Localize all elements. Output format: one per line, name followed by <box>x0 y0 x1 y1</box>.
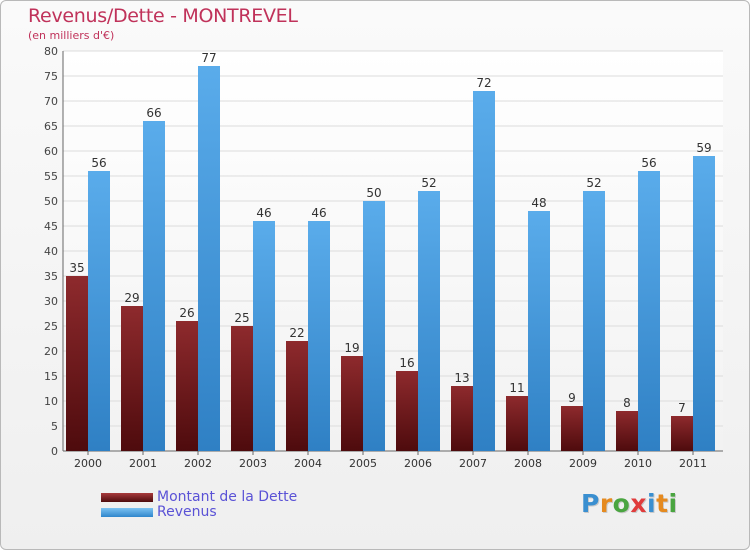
y-tick-label: 75 <box>44 70 58 83</box>
bar-revenue <box>363 201 385 451</box>
chart-subtitle: (en milliers d'€) <box>28 29 115 42</box>
data-label-revenue: 59 <box>696 141 711 155</box>
bar-revenue <box>308 221 330 451</box>
bar-debt <box>231 326 253 451</box>
data-label-revenue: 52 <box>421 176 436 190</box>
y-tick-label: 35 <box>44 270 58 283</box>
data-label-revenue: 50 <box>366 186 381 200</box>
bar-revenue <box>198 66 220 451</box>
legend-swatch-debt <box>101 493 153 502</box>
bar-debt <box>451 386 473 451</box>
y-tick-label: 50 <box>44 195 58 208</box>
data-label-debt: 29 <box>124 291 139 305</box>
bar-debt <box>121 306 143 451</box>
data-label-revenue: 56 <box>91 156 106 170</box>
bar-revenue <box>88 171 110 451</box>
data-label-revenue: 46 <box>256 206 271 220</box>
y-tick-label: 25 <box>44 320 58 333</box>
data-label-debt: 9 <box>568 391 576 405</box>
x-tick-label: 2009 <box>569 457 597 470</box>
y-tick-label: 10 <box>44 395 58 408</box>
bar-debt <box>286 341 308 451</box>
x-tick-label: 2008 <box>514 457 542 470</box>
y-tick-label: 40 <box>44 245 58 258</box>
y-tick-label: 0 <box>51 445 58 458</box>
bar-revenue <box>528 211 550 451</box>
logo-letter: t <box>656 489 669 518</box>
x-tick-label: 2005 <box>349 457 377 470</box>
logo-letter: r <box>599 489 613 518</box>
data-label-debt: 26 <box>179 306 194 320</box>
data-label-debt: 8 <box>623 396 631 410</box>
legend-label-debt: Montant de la Dette <box>157 489 298 505</box>
data-label-revenue: 77 <box>201 51 216 65</box>
data-label-revenue: 48 <box>531 196 546 210</box>
bar-debt <box>396 371 418 451</box>
logo-letter: P <box>581 489 600 518</box>
x-tick-label: 2011 <box>679 457 707 470</box>
x-tick-label: 2006 <box>404 457 432 470</box>
y-tick-label: 30 <box>44 295 58 308</box>
bar-debt <box>66 276 88 451</box>
data-label-revenue: 46 <box>311 206 326 220</box>
legend-label-revenue: Revenus <box>157 504 217 520</box>
y-tick-label: 5 <box>51 420 58 433</box>
data-label-debt: 7 <box>678 401 686 415</box>
chart-title: Revenus/Dette - MONTREVEL <box>28 5 298 27</box>
x-tick-label: 2004 <box>294 457 322 470</box>
legend-swatch-revenue <box>101 508 153 517</box>
y-tick-label: 20 <box>44 345 58 358</box>
logo-letter: i <box>647 489 657 518</box>
y-tick-label: 70 <box>44 95 58 108</box>
bar-debt <box>616 411 638 451</box>
y-tick-label: 80 <box>44 45 58 58</box>
bar-revenue <box>693 156 715 451</box>
data-label-debt: 13 <box>454 371 469 385</box>
data-label-revenue: 72 <box>476 76 491 90</box>
bar-revenue <box>143 121 165 451</box>
data-label-debt: 25 <box>234 311 249 325</box>
x-tick-label: 2001 <box>129 457 157 470</box>
data-label-revenue: 66 <box>146 106 161 120</box>
x-tick-label: 2003 <box>239 457 267 470</box>
bar-revenue <box>253 221 275 451</box>
x-tick-label: 2000 <box>74 457 102 470</box>
y-tick-label: 55 <box>44 170 58 183</box>
bar-debt <box>506 396 528 451</box>
y-tick-label: 60 <box>44 145 58 158</box>
logo-letter: i <box>668 489 678 518</box>
logo-letter: x <box>630 489 647 518</box>
proxiti-logo: Proxiti <box>581 489 678 518</box>
x-tick-label: 2010 <box>624 457 652 470</box>
bar-debt <box>561 406 583 451</box>
bar-revenue <box>473 91 495 451</box>
data-label-debt: 16 <box>399 356 414 370</box>
x-tick-label: 2002 <box>184 457 212 470</box>
bar-revenue <box>638 171 660 451</box>
y-tick-label: 45 <box>44 220 58 233</box>
data-label-revenue: 56 <box>641 156 656 170</box>
bar-revenue <box>418 191 440 451</box>
x-tick-label: 2007 <box>459 457 487 470</box>
y-tick-label: 15 <box>44 370 58 383</box>
data-label-debt: 19 <box>344 341 359 355</box>
y-tick-label: 65 <box>44 120 58 133</box>
data-label-debt: 22 <box>289 326 304 340</box>
bar-debt <box>341 356 363 451</box>
bar-debt <box>671 416 693 451</box>
data-label-revenue: 52 <box>586 176 601 190</box>
bar-debt <box>176 321 198 451</box>
data-label-debt: 35 <box>69 261 84 275</box>
bar-revenue <box>583 191 605 451</box>
data-label-debt: 11 <box>509 381 524 395</box>
logo-letter: o <box>612 489 631 518</box>
